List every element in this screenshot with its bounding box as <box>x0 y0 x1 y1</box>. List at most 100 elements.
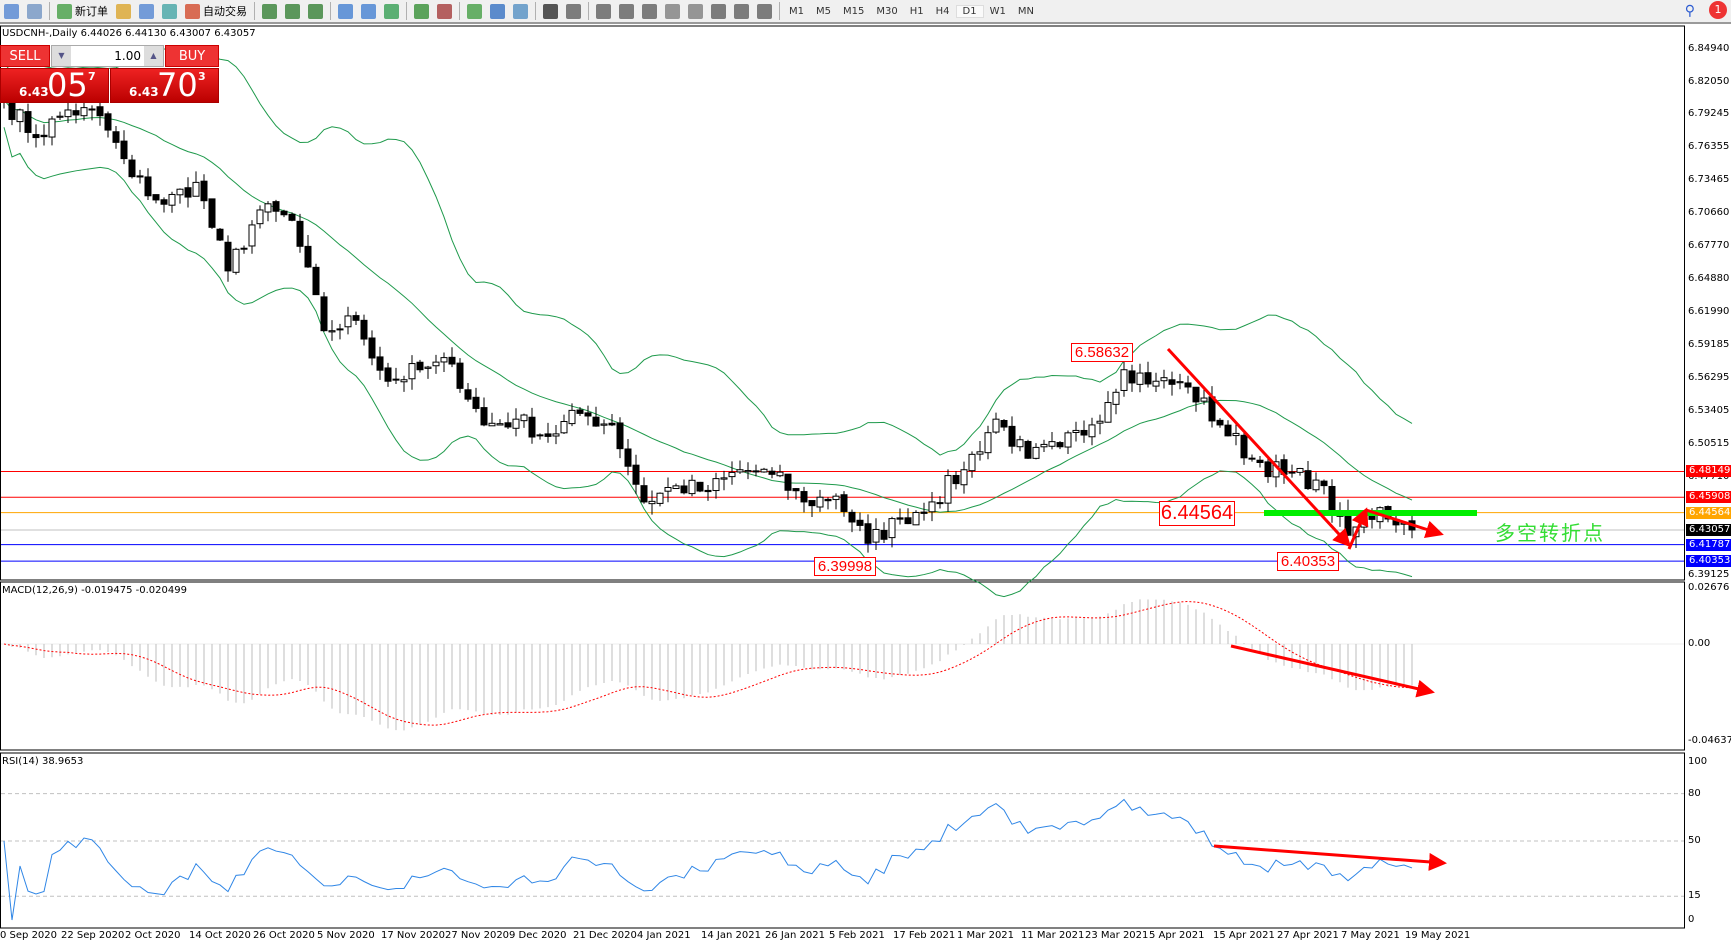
lot-stepper[interactable]: ▼ 1.00 ▲ <box>51 45 164 67</box>
candle-body <box>272 201 280 212</box>
candle-body <box>824 498 832 502</box>
sell-button[interactable]: SELL <box>0 45 50 67</box>
candle-body <box>960 469 968 486</box>
candlestick-icon <box>285 3 300 19</box>
candle-body <box>1256 459 1264 463</box>
fibonacci-button[interactable] <box>661 0 684 22</box>
date-axis-label: 5 Feb 2021 <box>829 930 885 941</box>
candle-body <box>168 193 176 206</box>
bar-chart-icon <box>262 3 277 19</box>
candle-body <box>376 356 384 371</box>
date-axis-label: 15 Apr 2021 <box>1213 930 1275 941</box>
period-mn-button[interactable]: MN <box>1017 5 1034 17</box>
period-h4-button[interactable]: H4 <box>935 5 950 17</box>
price-level-tag: 6.48149 <box>1686 465 1731 478</box>
candle-body <box>688 479 696 495</box>
zoom-print-button[interactable] <box>23 0 46 22</box>
lot-increase-button[interactable]: ▲ <box>144 46 163 66</box>
candle <box>464 383 472 402</box>
candle <box>320 292 328 332</box>
document-button[interactable] <box>0 0 23 22</box>
auto-trade-button[interactable]: 自动交易 <box>181 0 251 22</box>
candle <box>840 491 848 517</box>
candle-body <box>432 361 440 367</box>
arrows-button[interactable] <box>753 0 776 22</box>
candle-body <box>1328 485 1336 515</box>
candle-body <box>520 414 528 422</box>
fibo-fan-button[interactable] <box>684 0 707 22</box>
notifications-badge[interactable]: 1 <box>1709 1 1727 19</box>
period-m5-button[interactable]: M5 <box>816 5 831 17</box>
candle <box>128 154 136 179</box>
candle <box>808 500 816 518</box>
lot-decrease-button[interactable]: ▼ <box>52 46 71 66</box>
zoom-in-button[interactable] <box>334 0 357 22</box>
chart-shift-button[interactable] <box>433 0 456 22</box>
line-chart-button[interactable] <box>304 0 327 22</box>
candle-body <box>384 367 392 382</box>
buy-button[interactable]: BUY <box>165 45 219 67</box>
candle <box>1096 414 1104 435</box>
candle-body <box>680 485 688 494</box>
document-icon <box>4 3 19 19</box>
new-order-button[interactable]: 新订单 <box>53 0 112 22</box>
candle <box>832 493 840 510</box>
lot-input[interactable]: 1.00 <box>114 49 141 63</box>
candle <box>528 407 536 444</box>
signal-button[interactable] <box>158 0 181 22</box>
candle-body <box>984 432 992 454</box>
tile-windows-button[interactable] <box>380 0 403 22</box>
candle <box>592 406 600 427</box>
candle <box>184 177 192 208</box>
period-d1-button[interactable]: D1 <box>955 4 984 18</box>
bar-chart-button[interactable] <box>258 0 281 22</box>
terminal-button[interactable] <box>135 0 158 22</box>
chart-canvas[interactable] <box>0 24 1731 944</box>
period-m1-button[interactable]: M1 <box>789 5 804 17</box>
text-button[interactable] <box>707 0 730 22</box>
candlestick-button[interactable] <box>281 0 304 22</box>
date-axis-label: 7 May 2021 <box>1341 930 1400 941</box>
candle-body <box>392 378 400 381</box>
text-label-button[interactable] <box>730 0 753 22</box>
period-m15-button[interactable]: M15 <box>843 5 865 17</box>
pencil-button[interactable] <box>112 0 135 22</box>
buy-price[interactable]: 6.43 70 3 <box>110 66 219 104</box>
period-w1-button[interactable]: W1 <box>989 5 1006 17</box>
cursor-button[interactable] <box>539 0 562 22</box>
price-axis-label: 6.53405 <box>1688 405 1730 417</box>
candle-body <box>944 475 952 504</box>
zoom-out-button[interactable] <box>357 0 380 22</box>
candle-body <box>512 418 520 429</box>
text-icon <box>711 3 726 19</box>
candle <box>456 358 464 393</box>
candle <box>376 346 384 380</box>
candle <box>120 130 128 165</box>
candle <box>1344 499 1352 537</box>
candle-body <box>400 379 408 383</box>
trend-arrow <box>1213 844 1447 871</box>
clock-button[interactable] <box>486 0 509 22</box>
candle-body <box>600 423 608 426</box>
horizontal-line-button[interactable] <box>615 0 638 22</box>
date-axis-label: 26 Oct 2020 <box>253 930 315 941</box>
indicators-button[interactable] <box>463 0 486 22</box>
candle <box>256 205 264 229</box>
candle <box>888 516 896 548</box>
templates-button[interactable] <box>509 0 532 22</box>
candle-body <box>16 109 24 123</box>
autoscroll-button[interactable] <box>410 0 433 22</box>
vertical-line-button[interactable] <box>592 0 615 22</box>
candle <box>696 481 704 493</box>
pencil-icon <box>116 3 131 19</box>
crosshair-button[interactable] <box>562 0 585 22</box>
sell-price[interactable]: 6.43 05 7 <box>0 66 109 104</box>
period-h1-button[interactable]: H1 <box>909 5 924 17</box>
period-m30-button[interactable]: M30 <box>876 5 898 17</box>
trendline-button[interactable] <box>638 0 661 22</box>
clock-icon <box>490 3 505 19</box>
date-axis-label: 11 Mar 2021 <box>1021 930 1085 941</box>
search-icon[interactable]: ⚲ <box>1684 3 1695 19</box>
candle-body <box>672 485 680 490</box>
candle-body <box>1104 402 1112 423</box>
